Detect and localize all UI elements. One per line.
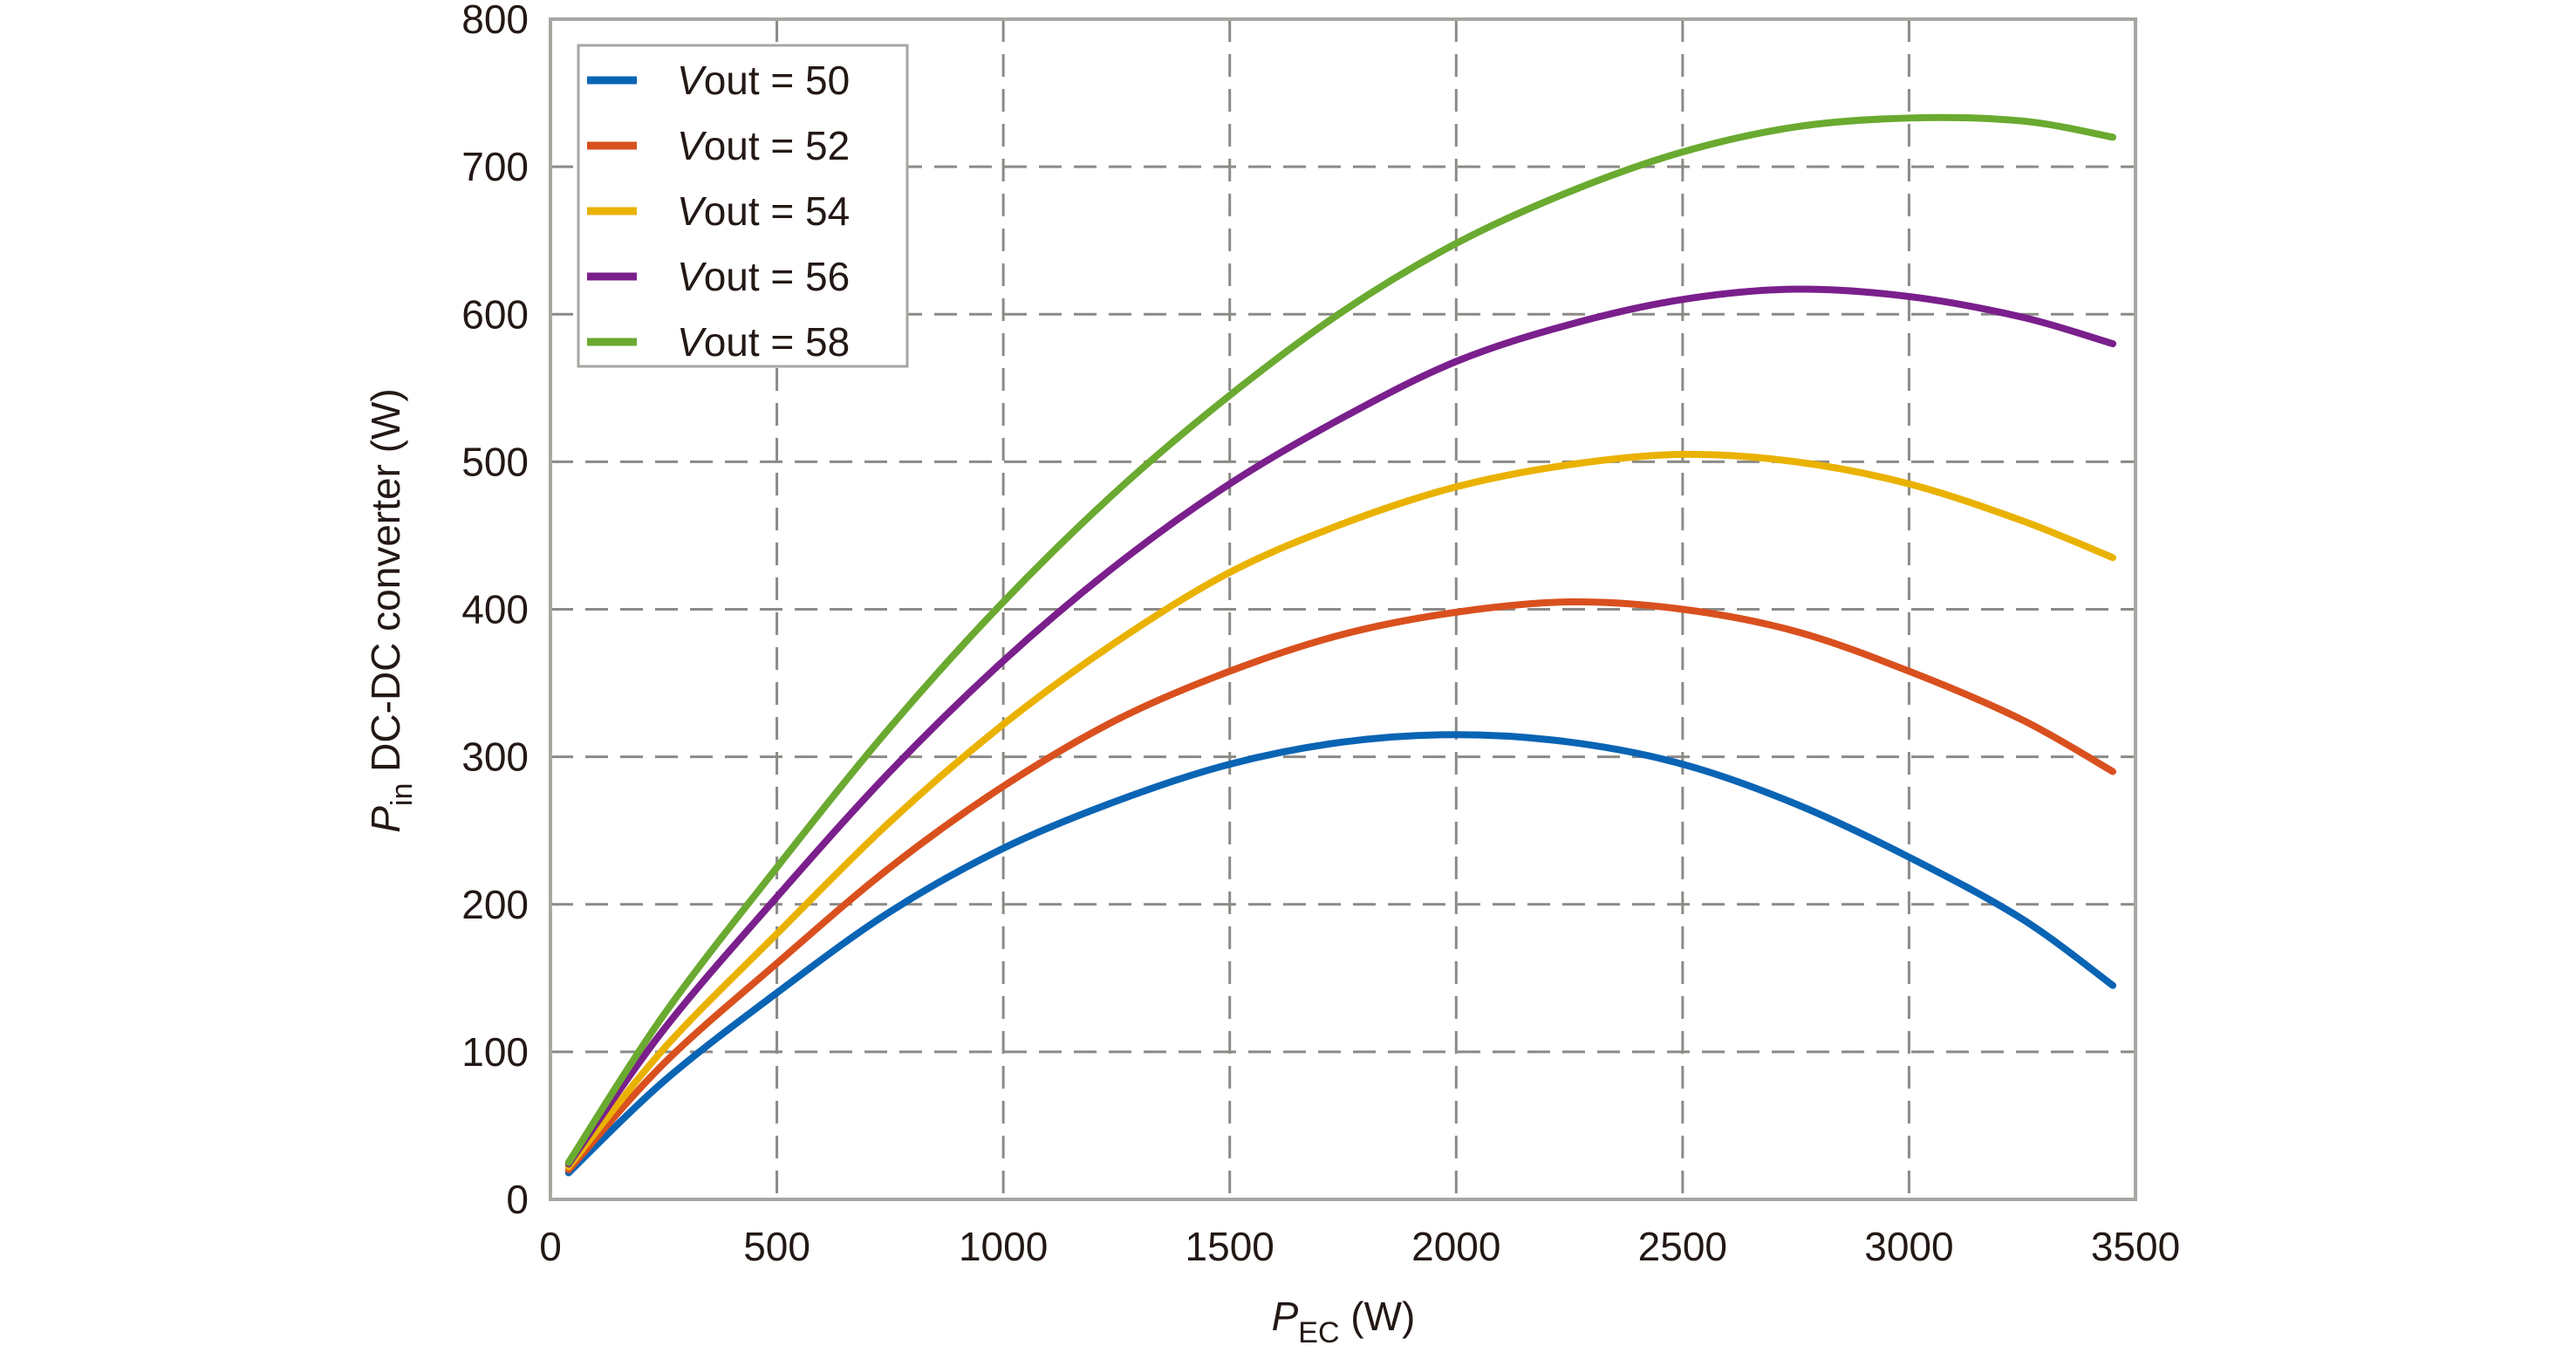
legend-label: Vout = 56 <box>677 254 850 299</box>
legend-label: Vout = 58 <box>677 319 850 365</box>
legend: Vout = 50 Vout = 52 Vout = 54 Vout = 56 Vout… <box>577 44 909 368</box>
y-tick-label: 500 <box>461 439 529 484</box>
series-line-vout56 <box>564 285 2117 1168</box>
y-tick-label: 600 <box>461 291 529 337</box>
x-tick-label: 2500 <box>1638 1224 1727 1269</box>
series-line-vout50 <box>564 731 2117 1177</box>
y-tick-label: 700 <box>461 144 529 189</box>
series-line-vout58 <box>564 113 2117 1166</box>
x-tick-label: 1500 <box>1186 1224 1274 1269</box>
x-axis-ticks: 0 500 1000 1500 2000 2500 3000 3500 <box>539 1224 2180 1269</box>
y-tick-label: 800 <box>461 0 529 42</box>
x-axis-label: PEC (W) <box>1272 1294 1416 1349</box>
legend-label: Vout = 54 <box>677 188 850 234</box>
series-line-vout54 <box>564 450 2117 1171</box>
y-axis-label: Pin DC-DC converter (W) <box>363 388 419 833</box>
y-tick-label: 300 <box>461 734 529 780</box>
legend-label: Vout = 50 <box>677 58 850 103</box>
legend-label: Vout = 52 <box>677 123 850 168</box>
plot-frame <box>549 17 2137 1201</box>
y-tick-label: 0 <box>506 1177 529 1222</box>
x-tick-label: 3000 <box>1864 1224 1953 1269</box>
x-tick-label: 1000 <box>959 1224 1048 1269</box>
legend-box <box>577 44 909 368</box>
y-tick-label: 200 <box>461 882 529 927</box>
series-line-vout52 <box>564 598 2117 1174</box>
y-axis-ticks: 0 100 200 300 400 500 600 700 800 <box>461 0 529 1222</box>
series-lines <box>564 113 2117 1177</box>
x-tick-label: 500 <box>743 1224 810 1269</box>
y-tick-label: 400 <box>461 587 529 632</box>
y-tick-label: 100 <box>461 1029 529 1075</box>
x-tick-label: 0 <box>539 1224 562 1269</box>
x-tick-label: 3500 <box>2091 1224 2180 1269</box>
x-tick-label: 2000 <box>1411 1224 1500 1269</box>
